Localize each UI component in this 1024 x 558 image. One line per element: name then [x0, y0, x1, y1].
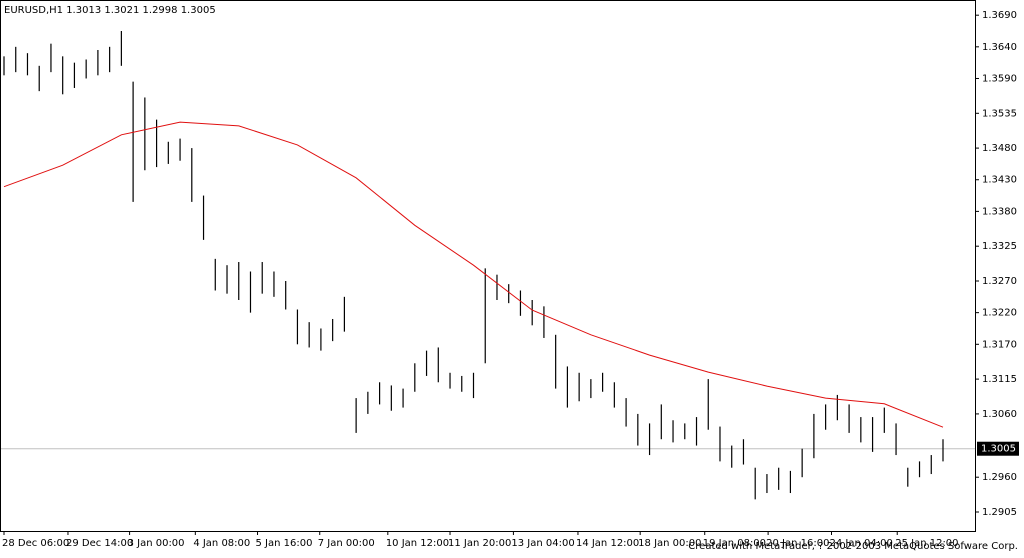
y-tick-label: 1.3325: [982, 241, 1017, 252]
footer: Created with MetaTrader, ? 2002-2003 Met…: [688, 541, 1018, 552]
y-tick-label: 1.3640: [982, 42, 1017, 53]
current-price-box: [977, 441, 1019, 456]
y-tick-label: 1.3590: [982, 73, 1017, 84]
x-tick-label: 7 Jan 00:00: [318, 538, 375, 549]
y-tick-label: 1.3060: [982, 409, 1017, 420]
x-tick-label: 28 Dec 06:00: [2, 538, 69, 549]
x-tick-label: 20 Jan 16:00: [766, 538, 829, 549]
plot-frame: [0, 0, 976, 532]
chart-title: EURUSD,H1 1.3013 1.3021 1.2998 1.3005: [4, 5, 216, 16]
y-tick-label: 1.3430: [982, 175, 1017, 186]
y-tick-label: 1.3380: [982, 206, 1017, 217]
y-tick-label: 1.3270: [982, 276, 1017, 287]
y-tick-label: 1.3690: [982, 10, 1017, 21]
x-tick-label: 13 Jan 04:00: [511, 538, 574, 549]
y-tick-label: 1.2960: [982, 472, 1017, 483]
current-price-label: 1.3005: [981, 444, 1016, 455]
y-tick-label: 1.3115: [982, 374, 1017, 385]
y-tick-label: 1.2905: [982, 507, 1017, 518]
x-tick-label: 14 Jan 12:00: [576, 538, 639, 549]
y-tick-label: 1.3480: [982, 143, 1017, 154]
x-tick-label: 5 Jan 16:00: [256, 538, 313, 549]
y-tick-label: 1.3220: [982, 308, 1017, 319]
y-tick-label: 1.3535: [982, 108, 1017, 119]
x-tick-label: 3 Jan 00:00: [128, 538, 185, 549]
x-tick-label: 24 Jan 04:00: [829, 538, 892, 549]
x-tick-label: 19 Jan 08:00: [703, 538, 766, 549]
x-tick-label: 25 Jan 12:00: [895, 538, 958, 549]
y-tick-label: 1.3170: [982, 339, 1017, 350]
x-tick-label: 29 Dec 14:00: [66, 538, 133, 549]
x-tick-label: 18 Jan 00:00: [638, 538, 701, 549]
moving-average: [3, 121, 944, 428]
x-tick-label: 11 Jan 20:00: [448, 538, 511, 549]
x-tick-label: 4 Jan 08:00: [193, 538, 250, 549]
x-tick-label: 10 Jan 12:00: [386, 538, 449, 549]
